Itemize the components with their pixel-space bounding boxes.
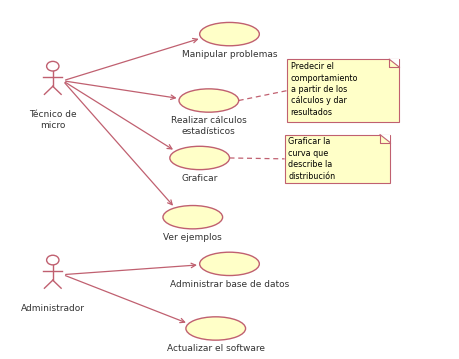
- Text: Actualizar el software: Actualizar el software: [167, 345, 265, 354]
- Text: Técnico de
micro: Técnico de micro: [29, 110, 77, 130]
- Text: Predecir el
comportamiento
a partir de los
cálculos y dar
resultados: Predecir el comportamiento a partir de l…: [291, 62, 358, 117]
- Text: Manipular problemas: Manipular problemas: [182, 50, 277, 59]
- FancyBboxPatch shape: [285, 135, 390, 183]
- Ellipse shape: [200, 252, 259, 276]
- Ellipse shape: [179, 89, 239, 112]
- Text: Graficar: Graficar: [181, 174, 218, 183]
- Ellipse shape: [186, 317, 246, 340]
- Text: Ver ejemplos: Ver ejemplos: [163, 233, 222, 242]
- Polygon shape: [380, 135, 390, 143]
- FancyBboxPatch shape: [287, 59, 399, 122]
- Text: Administrador: Administrador: [21, 304, 85, 313]
- Polygon shape: [389, 59, 399, 67]
- Text: Administrar base de datos: Administrar base de datos: [170, 280, 289, 289]
- Ellipse shape: [163, 205, 223, 229]
- Text: Realizar cálculos
estadísticos: Realizar cálculos estadísticos: [171, 116, 247, 136]
- Ellipse shape: [170, 146, 230, 169]
- Text: Graficar la
curva que
describe la
distribución: Graficar la curva que describe la distri…: [288, 137, 336, 181]
- Ellipse shape: [200, 22, 259, 46]
